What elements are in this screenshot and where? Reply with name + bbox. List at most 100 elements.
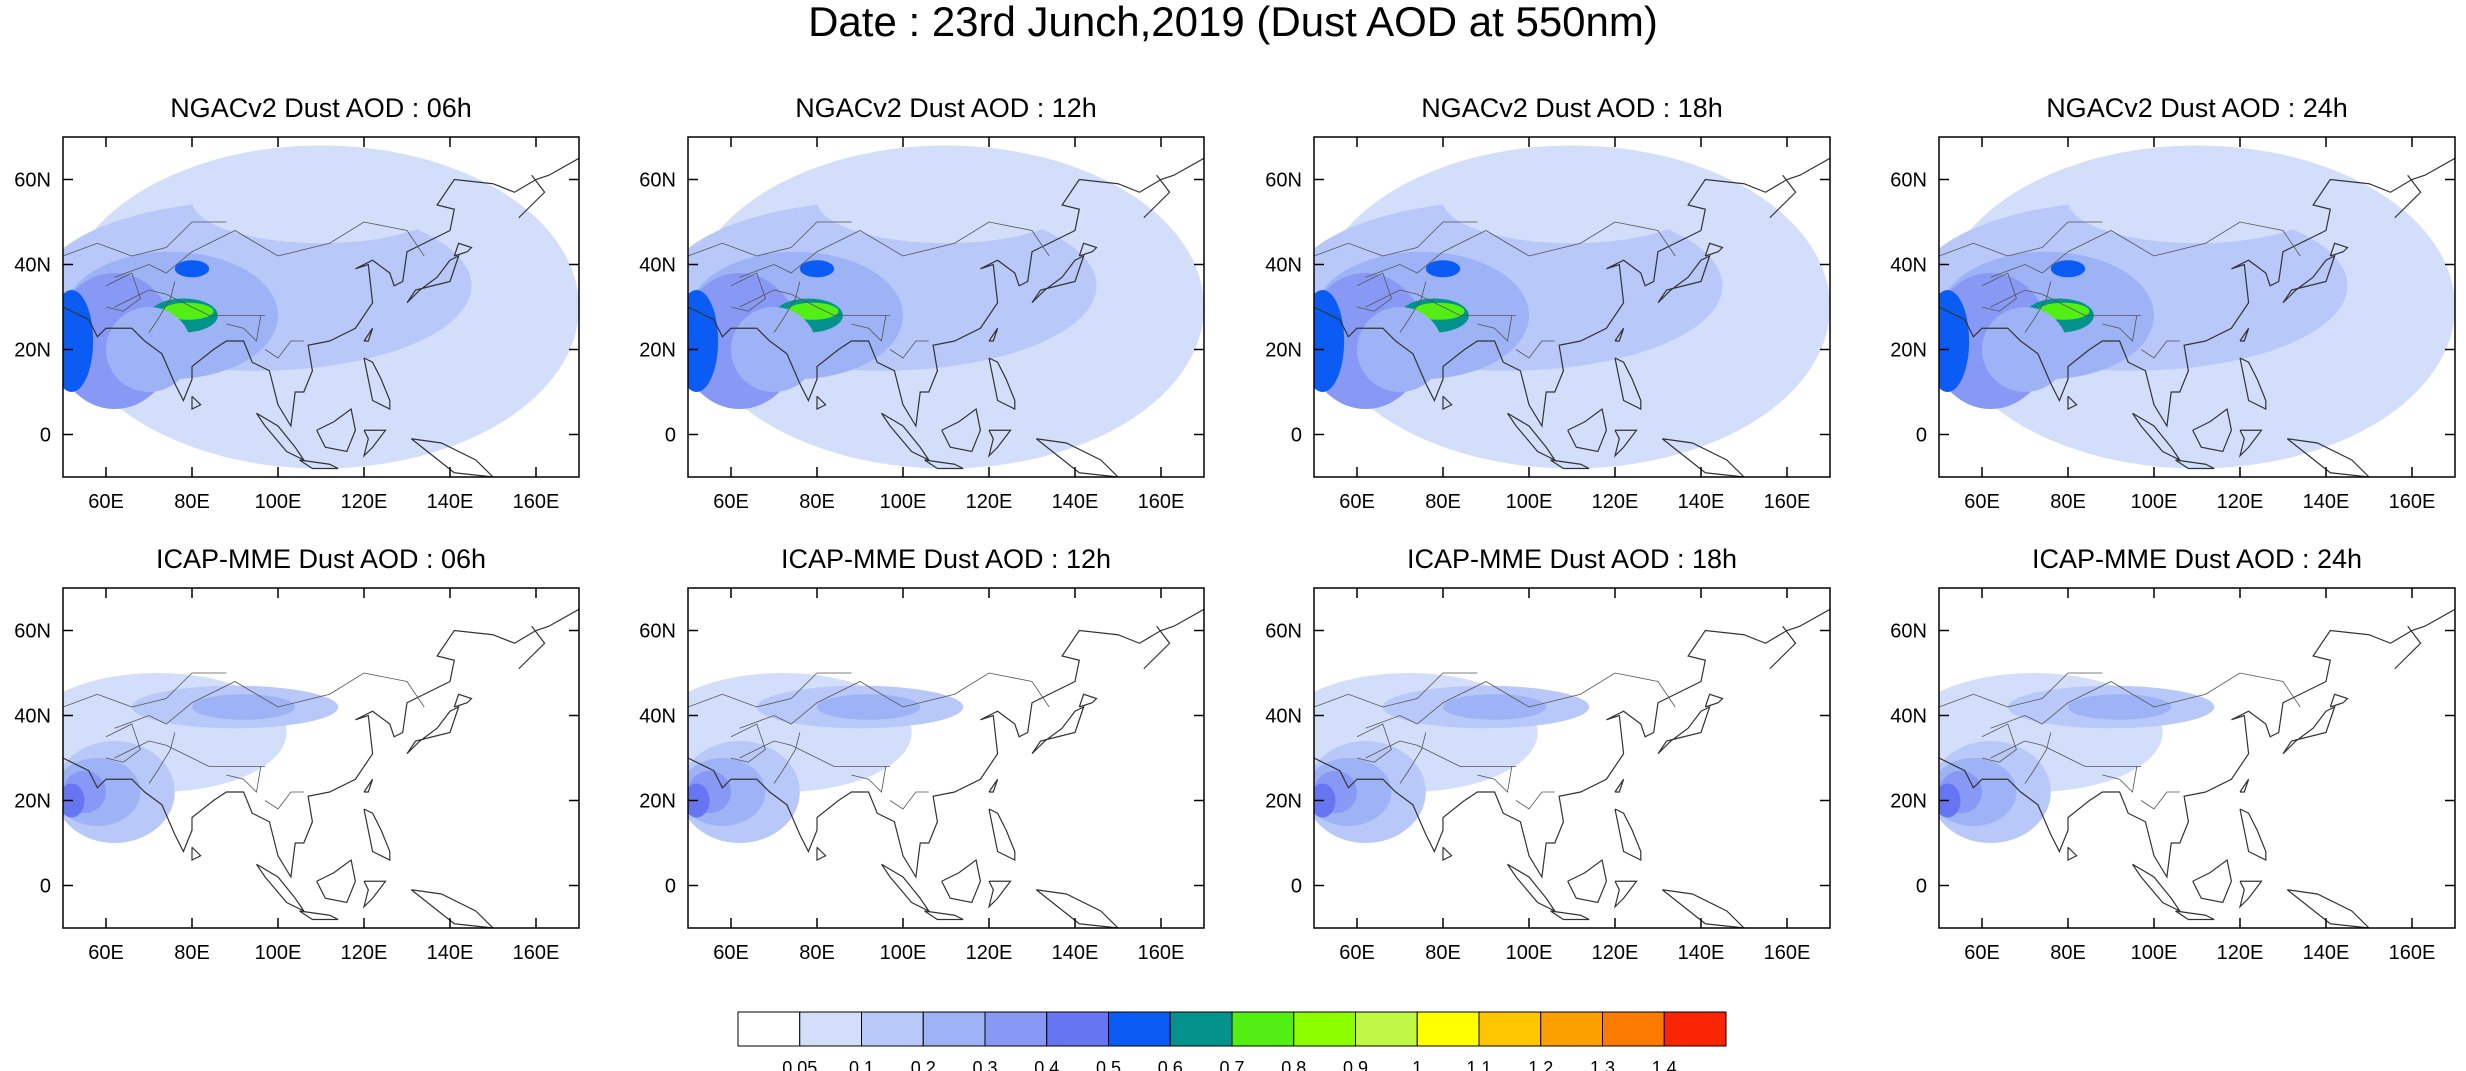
coastline: [1657, 254, 1711, 304]
border-line: [739, 289, 891, 316]
map-panel: 60E 80E 100E 120E 140E 160E 60N 40N 20N 0: [1890, 587, 2456, 964]
colorbar-swatch: [1046, 1011, 1109, 1047]
colorbar-label: 0.4: [1034, 1058, 1059, 1071]
coastline: [924, 910, 964, 921]
panel-title: NGACv2 Dust AOD : 24h: [2046, 93, 2348, 123]
coastline: [816, 846, 827, 861]
x-tick-label: 80E: [799, 942, 835, 964]
y-tick-label: 60N: [639, 170, 676, 192]
x-tick-label: 100E: [1506, 491, 1553, 513]
aod-shade: [1314, 290, 1345, 392]
border-line: [1990, 672, 2301, 729]
x-tick-label: 160E: [513, 491, 560, 513]
map-frame: [1313, 587, 1831, 929]
colorbar-swatch: [1478, 1011, 1542, 1047]
x-tick-label: 160E: [1764, 942, 1811, 964]
border-line: [1939, 672, 2103, 708]
panel-title: NGACv2 Dust AOD : 06h: [170, 93, 472, 123]
coastline: [1613, 429, 1638, 458]
coastline: [518, 625, 546, 670]
coastline: [1613, 880, 1638, 909]
coastline: [1614, 357, 1642, 410]
colorbar-label: 0.7: [1219, 1058, 1244, 1071]
y-tick-label: 40N: [1890, 706, 1927, 728]
x-tick-label: 100E: [880, 491, 927, 513]
aod-shade: [799, 260, 835, 278]
border-line: [739, 740, 891, 767]
colorbar-swatch: [984, 1011, 1048, 1047]
coastline: [363, 778, 374, 793]
border-line: [688, 672, 852, 708]
coastline: [2192, 407, 2233, 453]
panel-title: ICAP-MME Dust AOD : 18h: [1406, 544, 1738, 574]
y-tick-label: 60N: [639, 621, 676, 643]
border-line: [1356, 723, 1392, 763]
x-tick-label: 100E: [1506, 942, 1553, 964]
coastline: [63, 608, 579, 879]
y-tick-label: 20N: [639, 340, 676, 362]
border-line: [114, 672, 425, 729]
coastline: [881, 412, 931, 462]
aod-shade: [688, 290, 719, 392]
colorbar-swatch: [1540, 1011, 1603, 1047]
y-tick-label: 0: [1916, 876, 1927, 898]
x-tick-label: 160E: [1138, 491, 1185, 513]
x-tick-label: 160E: [2389, 942, 2436, 964]
y-tick-label: 60N: [14, 621, 51, 643]
border-line: [1477, 315, 1513, 342]
map-panel: 60E 80E 100E 120E 140E 160E 60N 40N 20N 0: [639, 136, 1205, 513]
x-tick-label: 160E: [1138, 942, 1185, 964]
coastline: [1661, 889, 1745, 928]
border-line: [105, 272, 141, 312]
x-tick-label: 80E: [2050, 491, 2086, 513]
colorbar-label: 0.8: [1281, 1058, 1306, 1071]
colorbar-swatch: [1663, 1011, 1727, 1047]
coastline: [1550, 910, 1590, 921]
aod-field: [1314, 608, 1830, 928]
x-tick-label: 60E: [1339, 491, 1375, 513]
colorbar-label: 1.3: [1590, 1058, 1615, 1071]
coastline: [2329, 693, 2349, 708]
coastline: [881, 863, 931, 913]
coastline: [2286, 438, 2370, 477]
y-tick-label: 0: [1291, 425, 1302, 447]
panel-title: ICAP-MME Dust AOD : 06h: [155, 544, 487, 574]
coastline: [1507, 863, 1557, 913]
coastline: [410, 889, 494, 928]
coastline: [1614, 778, 1625, 793]
y-tick-label: 60N: [1265, 621, 1302, 643]
coastline: [1442, 395, 1453, 410]
coastline: [316, 858, 357, 904]
coastline: [1143, 625, 1171, 670]
y-tick-label: 60N: [14, 170, 51, 192]
map-panel: 60E 80E 100E 120E 140E 160E 60N 40N 20N 0: [1265, 587, 1831, 964]
coastline: [1314, 608, 1830, 879]
coastline: [688, 608, 1204, 879]
x-tick-label: 160E: [1764, 491, 1811, 513]
map-frame: [687, 136, 1205, 478]
y-tick-label: 60N: [1890, 621, 1927, 643]
x-tick-label: 160E: [513, 942, 560, 964]
x-tick-label: 80E: [2050, 942, 2086, 964]
aod-shade: [786, 302, 839, 320]
coastline: [988, 778, 999, 793]
aod-shade: [192, 158, 450, 244]
border-line: [739, 221, 1050, 278]
coastline: [2238, 429, 2263, 458]
x-tick-label: 120E: [1592, 942, 1639, 964]
border-line: [851, 315, 887, 342]
x-tick-label: 80E: [1425, 942, 1461, 964]
border-line: [2024, 281, 2052, 333]
y-tick-label: 0: [1291, 876, 1302, 898]
coastline: [816, 395, 827, 410]
coastline: [2394, 625, 2422, 670]
figure-title: Date : 23rd Junch,2019 (Dust AOD at 550n…: [808, 0, 1658, 45]
coastline: [1550, 459, 1590, 470]
coastline: [2239, 357, 2267, 410]
x-tick-label: 80E: [174, 491, 210, 513]
x-tick-label: 100E: [2131, 491, 2178, 513]
coastline: [453, 693, 473, 708]
coastline: [256, 863, 306, 913]
aod-shade: [2050, 260, 2086, 278]
colorbar-label: 0.05: [782, 1058, 817, 1071]
